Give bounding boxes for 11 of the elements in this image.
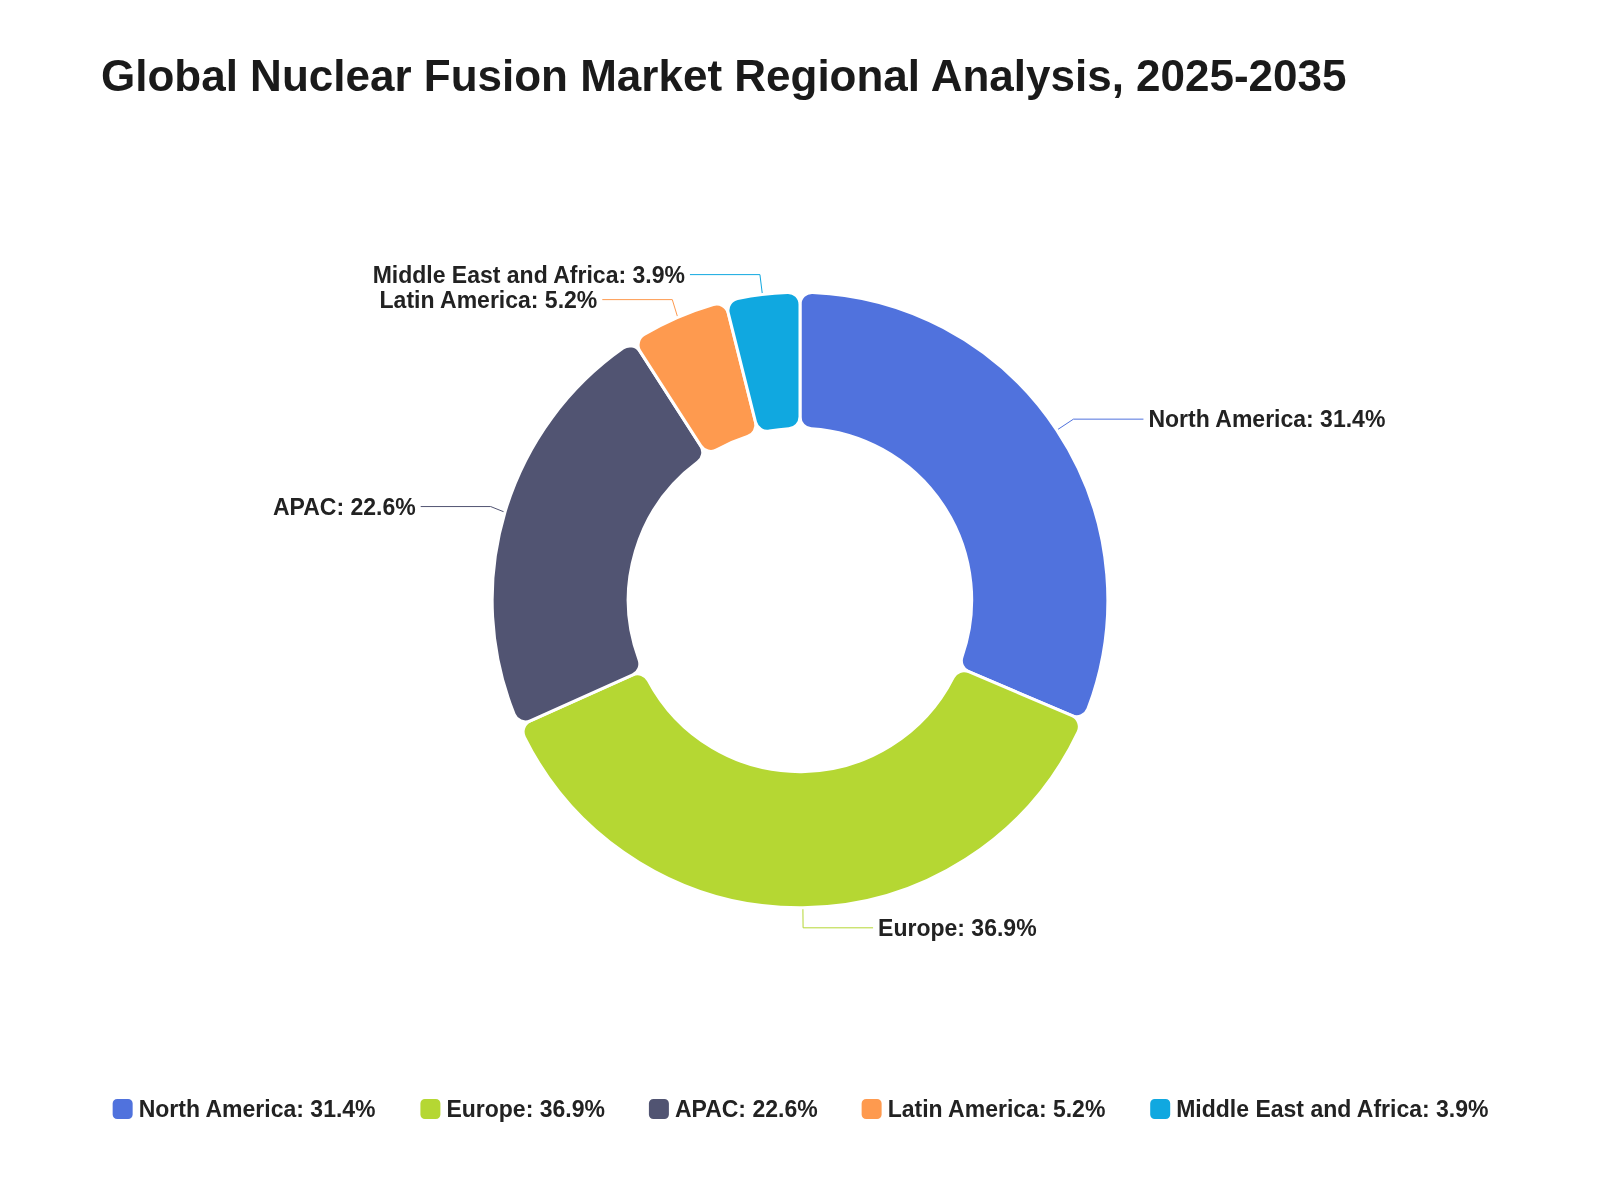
slice-label: Latin America: 5.2%	[379, 286, 598, 313]
legend-label: North America: 31.4%	[138, 1096, 376, 1122]
slice-label: Europe: 36.9%	[878, 914, 1037, 941]
legend-label: APAC: 22.6%	[674, 1096, 818, 1122]
legend-label: Europe: 36.9%	[446, 1096, 605, 1122]
slice-label: Middle East and Africa: 3.9%	[372, 261, 685, 288]
slice-label: APAC: 22.6%	[272, 493, 416, 520]
slice-label: North America: 31.4%	[1148, 406, 1386, 433]
chart-title: Global Nuclear Fusion Market Regional Analysis, 2025-2035	[101, 50, 1347, 100]
legend-label: Latin America: 5.2%	[887, 1096, 1106, 1122]
legend-label: Middle East and Africa: 3.9%	[1176, 1096, 1489, 1122]
